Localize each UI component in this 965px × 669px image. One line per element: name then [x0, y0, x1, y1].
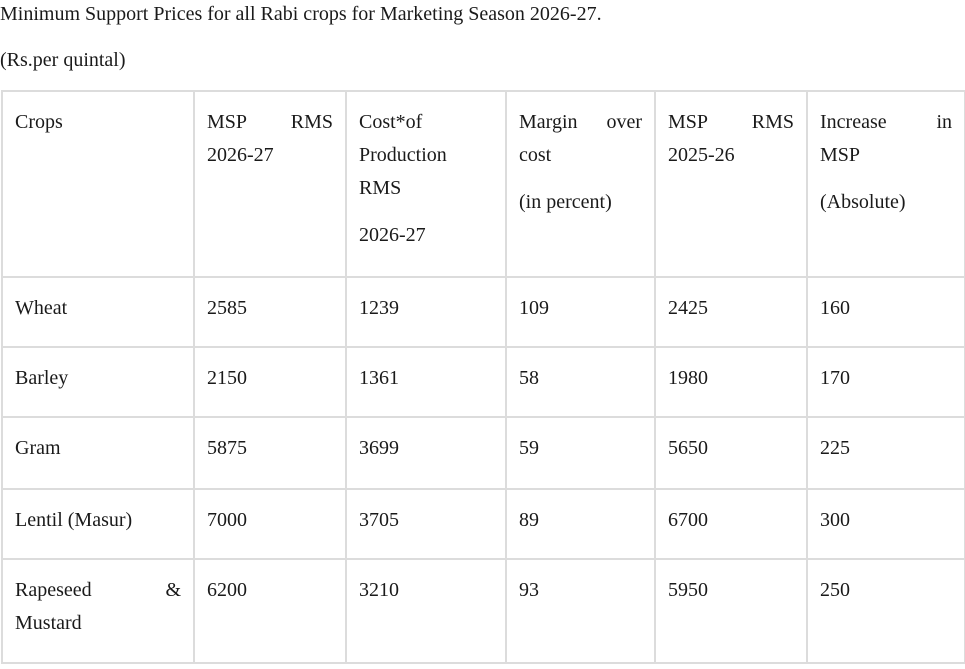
cell-msp-2026-27: 2150	[193, 346, 347, 418]
cell-increase: 225	[806, 416, 965, 490]
cell-cost: 3705	[345, 488, 507, 560]
document-title: Minimum Support Prices for all Rabi crop…	[0, 3, 602, 25]
cell-msp-2025-26: 6700	[654, 488, 808, 560]
table-row: Lentil (Masur) 7000 3705 89 6700 300	[1, 488, 965, 560]
cell-msp-2025-26: 2425	[654, 276, 808, 348]
header-margin-over-cost: Margin over cost (in percent)	[505, 90, 656, 278]
cell-crop: Wheat	[1, 276, 195, 348]
cell-margin: 109	[505, 276, 656, 348]
header-cost-sublabel: 2026-27	[359, 224, 426, 246]
msp-table: Crops MSP RMS 2026-27 Cost*of Production…	[1, 90, 965, 664]
header-crops-label: Crops	[15, 111, 63, 133]
header-cost-label: Cost*of Production RMS	[359, 111, 447, 199]
cell-crop: Gram	[1, 416, 195, 490]
cell-msp-2025-26: 5950	[654, 558, 808, 664]
cell-increase: 170	[806, 346, 965, 418]
header-crops: Crops	[1, 90, 195, 278]
cell-crop: Lentil (Masur)	[1, 488, 195, 560]
table-row: Rapeseed & Mustard 6200 3210 93 5950 250	[1, 558, 965, 664]
cell-crop: Rapeseed & Mustard	[1, 558, 195, 664]
header-msp-2025-26-label: MSP RMS 2025-26	[668, 111, 794, 166]
header-row: Crops MSP RMS 2026-27 Cost*of Production…	[1, 90, 965, 278]
cell-cost: 3699	[345, 416, 507, 490]
unit-note: (Rs.per quintal)	[0, 49, 126, 71]
header-msp-2025-26: MSP RMS 2025-26	[654, 90, 808, 278]
cell-msp-2025-26: 1980	[654, 346, 808, 418]
cell-cost: 1361	[345, 346, 507, 418]
header-increase-label: Increase in MSP	[820, 111, 952, 166]
cell-cost: 1239	[345, 276, 507, 348]
cell-msp-2025-26: 5650	[654, 416, 808, 490]
cell-msp-2026-27: 7000	[193, 488, 347, 560]
header-msp-2026-27: MSP RMS 2026-27	[193, 90, 347, 278]
cell-increase: 160	[806, 276, 965, 348]
header-margin-sublabel: (in percent)	[519, 191, 612, 213]
header-margin-label: Margin over cost	[519, 111, 642, 166]
header-increase-in-msp: Increase in MSP (Absolute)	[806, 90, 965, 278]
table-row: Gram 5875 3699 59 5650 225	[1, 416, 965, 490]
cell-margin: 59	[505, 416, 656, 490]
cell-increase: 250	[806, 558, 965, 664]
cell-cost: 3210	[345, 558, 507, 664]
cell-crop: Barley	[1, 346, 195, 418]
cell-msp-2026-27: 5875	[193, 416, 347, 490]
cell-margin: 58	[505, 346, 656, 418]
cell-msp-2026-27: 6200	[193, 558, 347, 664]
cell-msp-2026-27: 2585	[193, 276, 347, 348]
cell-margin: 93	[505, 558, 656, 664]
header-msp-2026-27-label: MSP RMS 2026-27	[207, 111, 333, 166]
cell-increase: 300	[806, 488, 965, 560]
table-row: Barley 2150 1361 58 1980 170	[1, 346, 965, 418]
header-increase-sublabel: (Absolute)	[820, 191, 906, 213]
header-cost-of-production: Cost*of Production RMS 2026-27	[345, 90, 507, 278]
table-row: Wheat 2585 1239 109 2425 160	[1, 276, 965, 348]
cell-margin: 89	[505, 488, 656, 560]
